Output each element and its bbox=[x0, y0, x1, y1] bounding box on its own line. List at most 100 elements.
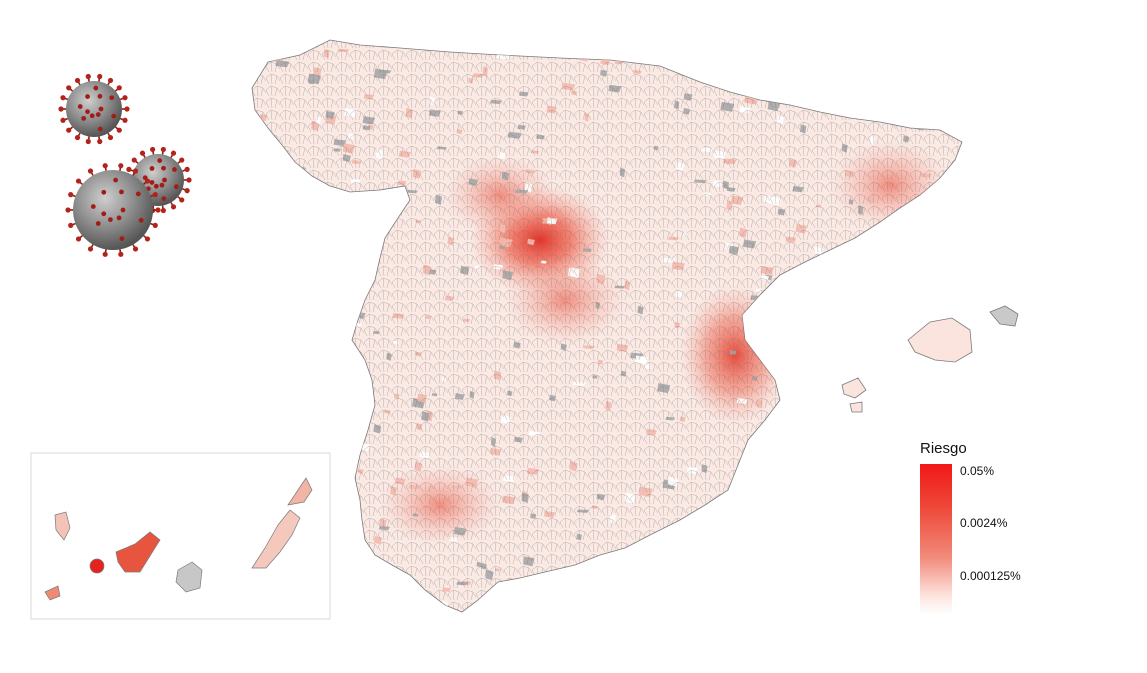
municipality-cell bbox=[564, 584, 572, 592]
municipality-cell bbox=[753, 567, 763, 572]
municipality-cell bbox=[855, 238, 870, 249]
municipality-cell bbox=[304, 383, 318, 395]
municipality-cell bbox=[337, 492, 351, 498]
municipality-cell bbox=[769, 286, 782, 291]
mainland-map bbox=[251, 39, 963, 613]
municipality-cell bbox=[814, 459, 820, 468]
municipality-cell bbox=[918, 90, 927, 95]
municipality-cell bbox=[643, 53, 651, 60]
municipality-cell bbox=[932, 99, 942, 110]
municipality-cell bbox=[810, 443, 818, 452]
municipality-cell bbox=[862, 312, 875, 320]
legend-title: Riesgo bbox=[920, 440, 967, 457]
canary-islands-inset bbox=[30, 452, 331, 620]
municipality-cell bbox=[777, 430, 787, 435]
municipality-cell bbox=[947, 190, 953, 201]
municipality-cell bbox=[944, 394, 951, 400]
municipality-cell bbox=[899, 328, 912, 334]
legend-label-low: 0.000125% bbox=[960, 569, 1021, 583]
municipality-cell bbox=[747, 486, 754, 498]
municipality-cell bbox=[348, 468, 357, 472]
municipality-cell bbox=[799, 591, 810, 599]
municipality-cell bbox=[868, 509, 877, 519]
municipality-cell bbox=[893, 245, 902, 249]
balearic-islands bbox=[841, 305, 1019, 413]
island-tenerife bbox=[115, 531, 161, 573]
municipality-cell bbox=[800, 344, 807, 350]
legend-tick bbox=[952, 522, 958, 523]
legend-tick bbox=[952, 470, 958, 471]
municipality-cell bbox=[868, 282, 874, 292]
municipality-cell bbox=[920, 398, 926, 402]
municipality-cell bbox=[309, 278, 315, 287]
municipality-cell bbox=[730, 569, 737, 579]
municipality-cell bbox=[720, 563, 727, 569]
municipality-cell bbox=[568, 604, 575, 612]
municipality-cell bbox=[412, 44, 424, 49]
municipality-cell bbox=[842, 465, 854, 474]
municipality-cell bbox=[722, 61, 734, 68]
municipality-cell bbox=[863, 286, 873, 290]
municipality-cell bbox=[339, 455, 353, 459]
municipality-cell bbox=[252, 219, 259, 230]
municipality-cell bbox=[355, 540, 361, 549]
island-fuerteventura bbox=[251, 509, 301, 569]
municipality-cell bbox=[630, 594, 636, 601]
municipality-cell bbox=[271, 167, 285, 171]
municipality-cell bbox=[800, 347, 808, 356]
municipality-cell bbox=[958, 165, 962, 172]
municipality-cell bbox=[905, 296, 919, 303]
legend-label-mid: 0.0024% bbox=[960, 516, 1008, 530]
municipality-cell bbox=[365, 40, 377, 45]
legend-tick bbox=[952, 575, 958, 576]
municipality-cell bbox=[934, 44, 944, 52]
municipality-cell bbox=[793, 501, 806, 511]
municipality-cell bbox=[326, 312, 336, 316]
municipality-cell bbox=[845, 56, 854, 64]
municipality-cell bbox=[263, 346, 277, 356]
municipality-cell bbox=[591, 45, 598, 55]
municipality-cell bbox=[356, 384, 367, 389]
legend-label-high: 0.05% bbox=[960, 464, 995, 478]
municipality-cell bbox=[610, 608, 619, 612]
municipality-cell bbox=[603, 556, 615, 564]
municipality-cell bbox=[344, 452, 355, 464]
municipality-cell bbox=[859, 499, 866, 503]
municipality-cell bbox=[337, 380, 351, 387]
municipality-cell bbox=[812, 49, 825, 56]
municipality-cell bbox=[273, 355, 280, 364]
island-gran-canaria bbox=[175, 561, 203, 593]
municipality-cell bbox=[818, 475, 831, 484]
municipality-cell bbox=[952, 300, 962, 308]
municipality-cell bbox=[829, 103, 837, 107]
municipality-cell bbox=[827, 360, 836, 370]
municipality-cell bbox=[844, 86, 849, 92]
municipality-cell bbox=[851, 468, 862, 479]
municipality-cell bbox=[270, 194, 280, 204]
island-la-gomera bbox=[89, 558, 105, 574]
municipality-cell bbox=[893, 345, 907, 351]
municipality-cell bbox=[877, 308, 884, 317]
municipality-cell bbox=[878, 276, 888, 286]
island-lanzarote bbox=[287, 477, 313, 506]
municipality-cell bbox=[353, 227, 360, 234]
municipality-cell bbox=[876, 427, 889, 438]
municipality-cell bbox=[808, 605, 815, 612]
municipality-cell bbox=[881, 423, 890, 432]
municipality-cell bbox=[823, 461, 837, 473]
municipality-cell bbox=[675, 55, 687, 60]
municipality-cell bbox=[636, 545, 644, 553]
municipality-cell bbox=[818, 586, 832, 595]
municipality-cell bbox=[752, 588, 763, 594]
municipality-cell bbox=[289, 186, 299, 194]
municipality-cell bbox=[889, 355, 899, 365]
municipality-cell bbox=[948, 278, 961, 284]
municipality-cell bbox=[807, 284, 819, 294]
municipality-cell bbox=[922, 213, 936, 222]
municipality-cell bbox=[302, 422, 317, 428]
municipality-cell bbox=[776, 340, 787, 349]
municipality-cell bbox=[575, 568, 580, 577]
coronavirus-icon bbox=[65, 163, 161, 257]
municipality-cell bbox=[752, 480, 764, 489]
